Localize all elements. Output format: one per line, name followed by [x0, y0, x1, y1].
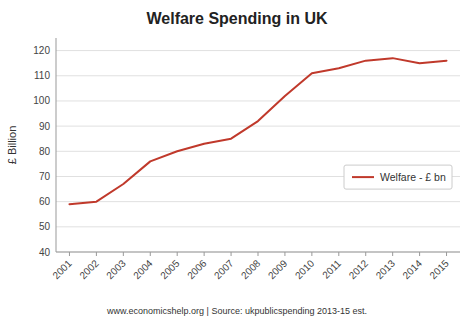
- x-tick: [392, 252, 393, 256]
- x-tick-label: 2003: [104, 257, 128, 281]
- x-tick-label: 2001: [50, 257, 74, 281]
- x-tick: [338, 252, 339, 256]
- x-tick: [69, 252, 70, 256]
- x-tick-label: 2013: [374, 257, 398, 281]
- y-tick-label: 40: [39, 247, 51, 258]
- y-tick-label: 100: [33, 95, 50, 106]
- x-tick-label: 2015: [427, 257, 451, 281]
- x-tick: [365, 252, 366, 256]
- grid-line: [56, 75, 460, 76]
- y-axis-label: £ Billion: [6, 126, 18, 165]
- x-tick-label: 2011: [320, 257, 343, 280]
- title: Welfare Spending in UK: [146, 10, 328, 27]
- x-tick: [311, 252, 312, 256]
- grid-line: [56, 252, 460, 253]
- y-tick-label: 80: [39, 146, 51, 157]
- x-tick-label: 2007: [212, 257, 236, 281]
- y-tick-label: 50: [39, 221, 51, 232]
- grid-line: [56, 151, 460, 152]
- x-tick-label: 2006: [185, 257, 209, 281]
- y-tick-label: 90: [39, 121, 51, 132]
- grid-line: [56, 126, 460, 127]
- x-tick: [204, 252, 205, 256]
- x-tick-label: 2010: [293, 257, 317, 281]
- x-tick-label: 2014: [401, 257, 425, 281]
- x-tick-label: 2012: [347, 257, 371, 281]
- y-tick-label: 70: [39, 171, 51, 182]
- y-axis: [56, 38, 57, 252]
- x-tick: [96, 252, 97, 256]
- x-tick-label: 2002: [77, 257, 101, 281]
- x-tick: [446, 252, 447, 256]
- grid-line: [56, 226, 460, 227]
- source-note: www.economicshelp.org | Source: ukpublic…: [106, 306, 367, 316]
- grid-line: [56, 201, 460, 202]
- legend-label: Welfare - £ bn: [380, 171, 446, 183]
- x-tick-label: 2008: [239, 257, 263, 281]
- x-tick-label: 2004: [131, 257, 155, 281]
- x-tick: [123, 252, 124, 256]
- x-tick-label: 2009: [266, 257, 290, 281]
- x-tick: [258, 252, 259, 256]
- x-axis: [56, 252, 460, 253]
- series-line: [69, 58, 446, 204]
- x-tick: [177, 252, 178, 256]
- chart: Welfare Spending in UK 40 50 60 70 80 90 100 110…: [0, 0, 474, 320]
- grid: [56, 51, 460, 252]
- grid-line: [56, 100, 460, 101]
- legend-swatch: [352, 176, 374, 178]
- x-tick: [419, 252, 420, 256]
- x-tick: [231, 252, 232, 256]
- x-tick: [150, 252, 151, 256]
- legend-box: [344, 165, 452, 189]
- y-tick-label: 120: [33, 45, 50, 56]
- plot-area: [69, 58, 446, 204]
- legend: Welfare - £ bn: [344, 165, 452, 189]
- x-tick: [284, 252, 285, 256]
- y-tick-label: 60: [39, 196, 51, 207]
- y-tick-label: 110: [34, 70, 50, 81]
- x-tick-label: 2005: [158, 257, 182, 281]
- grid-line: [56, 50, 460, 51]
